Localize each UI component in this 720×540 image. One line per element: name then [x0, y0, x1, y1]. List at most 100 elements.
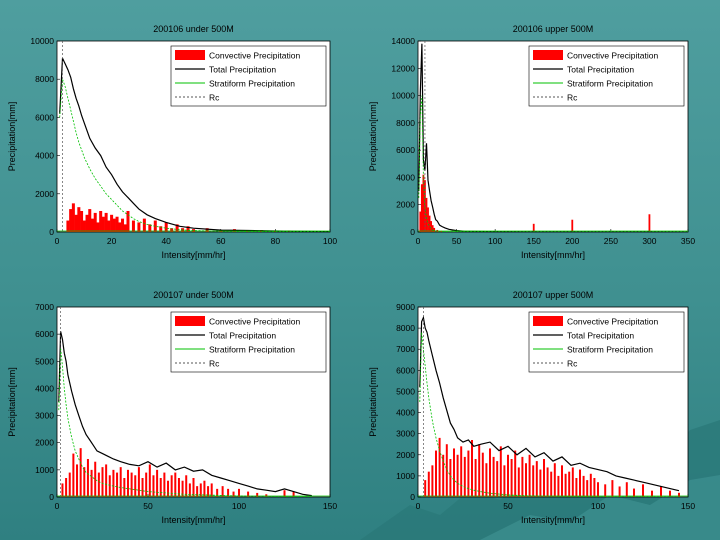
y-tick-label: 5000 — [35, 356, 54, 366]
legend-label: Rc — [567, 93, 578, 103]
convective-bar — [499, 446, 502, 497]
convective-bar — [292, 491, 295, 497]
x-tick-label: 100 — [232, 501, 246, 511]
convective-bar — [453, 448, 455, 497]
y-tick-label: 0 — [49, 227, 54, 237]
y-tick-label: 4000 — [396, 172, 415, 182]
legend-swatch-convective — [533, 50, 563, 60]
convective-bar — [221, 486, 224, 497]
convective-bar — [104, 212, 108, 232]
convective-bar — [428, 215, 431, 232]
y-tick-label: 8000 — [396, 323, 415, 333]
convective-bar — [669, 490, 671, 497]
legend-label: Total Precipitation — [209, 331, 276, 341]
chart-3: 200107 under 500M Intensity[mm/hr] Precipi… — [7, 290, 337, 525]
y-axis-label: Precipitation[mm] — [7, 102, 17, 172]
convective-bar — [422, 174, 425, 232]
convective-bar — [593, 478, 596, 497]
y-tick-label: 6000 — [396, 365, 415, 375]
convective-bar — [517, 467, 520, 497]
convective-bar — [170, 228, 174, 232]
convective-bar — [112, 218, 116, 232]
x-tick-label: 50 — [452, 236, 462, 246]
x-axis-label: Intensity[mm/hr] — [161, 515, 225, 525]
convective-bar — [148, 224, 152, 232]
convective-bar — [256, 492, 259, 497]
convective-bar — [678, 492, 680, 497]
convective-bar — [648, 214, 651, 232]
convective-bar — [148, 464, 151, 497]
stratiform-precip-line — [58, 347, 312, 497]
y-tick-label: 4000 — [35, 151, 54, 161]
chart-2: 200106 upper 500M Intensity[mm/hr] Precipi… — [368, 24, 695, 260]
convective-bar — [82, 220, 86, 232]
x-tick-label: 0 — [55, 501, 60, 511]
x-tick-label: 150 — [681, 501, 695, 511]
legend: Convective Precipitation Total Precipitat… — [170, 45, 327, 107]
convective-bar — [205, 228, 209, 232]
convective-bar — [525, 463, 527, 497]
convective-bar — [232, 491, 235, 497]
convective-bar — [199, 483, 202, 497]
legend-label: Convective Precipitation — [567, 317, 658, 327]
convective-bar — [438, 437, 441, 497]
convective-bar — [492, 456, 495, 497]
convective-bar — [227, 488, 230, 497]
convective-bar — [597, 482, 599, 497]
convective-bar — [440, 230, 443, 232]
x-tick-label: 80 — [271, 236, 281, 246]
x-axis-label: Intensity[mm/hr] — [521, 250, 585, 260]
legend-label: Total Precipitation — [209, 65, 276, 75]
legend-label: Convective Precipitation — [209, 317, 300, 327]
x-tick-label: 150 — [527, 236, 541, 246]
convective-bar — [449, 459, 452, 497]
convective-bar — [550, 471, 553, 497]
y-axis-label: Precipitation[mm] — [368, 102, 378, 172]
convective-bar — [90, 218, 94, 232]
convective-bar — [123, 224, 127, 232]
convective-bar — [216, 488, 219, 497]
convective-bar — [582, 475, 585, 497]
chart-4: 200107 upper 500M Intensity[mm/hr] Precipi… — [368, 290, 695, 525]
convective-bar — [65, 478, 68, 497]
y-tick-label: 12000 — [391, 63, 415, 73]
convective-bar — [131, 220, 135, 232]
convective-bar — [625, 482, 628, 497]
convective-bar — [618, 486, 621, 497]
x-tick-label: 250 — [604, 236, 618, 246]
y-tick-label: 0 — [410, 227, 415, 237]
plot-marks — [59, 41, 330, 232]
convective-bar — [134, 475, 137, 497]
convective-bar — [141, 478, 144, 497]
convective-bar — [152, 475, 155, 497]
y-tick-label: 8000 — [35, 74, 54, 84]
convective-bar — [478, 444, 481, 497]
legend-label: Total Precipitation — [567, 331, 634, 341]
legend-label: Rc — [209, 359, 220, 369]
y-tick-label: 9000 — [396, 302, 415, 312]
convective-bar — [651, 490, 653, 497]
convective-bar — [137, 467, 140, 497]
y-tick-label: 2000 — [396, 450, 415, 460]
convective-bar — [543, 459, 545, 497]
convective-bar — [427, 207, 429, 232]
legend-label: Stratiform Precipitation — [567, 345, 653, 355]
x-tick-label: 50 — [143, 501, 153, 511]
convective-bar — [145, 472, 148, 497]
x-tick-label: 200 — [565, 236, 579, 246]
y-tick-label: 7000 — [396, 344, 415, 354]
convective-bar — [571, 219, 574, 232]
convective-bar — [101, 216, 105, 232]
convective-bar — [185, 475, 188, 497]
convective-bar — [119, 467, 122, 497]
y-tick-label: 2000 — [35, 438, 54, 448]
convective-bar — [94, 461, 97, 497]
convective-bar — [463, 456, 466, 497]
y-tick-label: 2000 — [35, 189, 54, 199]
convective-bar — [431, 465, 434, 497]
legend-label: Convective Precipitation — [209, 51, 300, 61]
x-tick-label: 60 — [216, 236, 226, 246]
y-tick-label: 6000 — [396, 145, 415, 155]
convective-bar — [170, 475, 173, 497]
convective-bar — [96, 222, 100, 232]
